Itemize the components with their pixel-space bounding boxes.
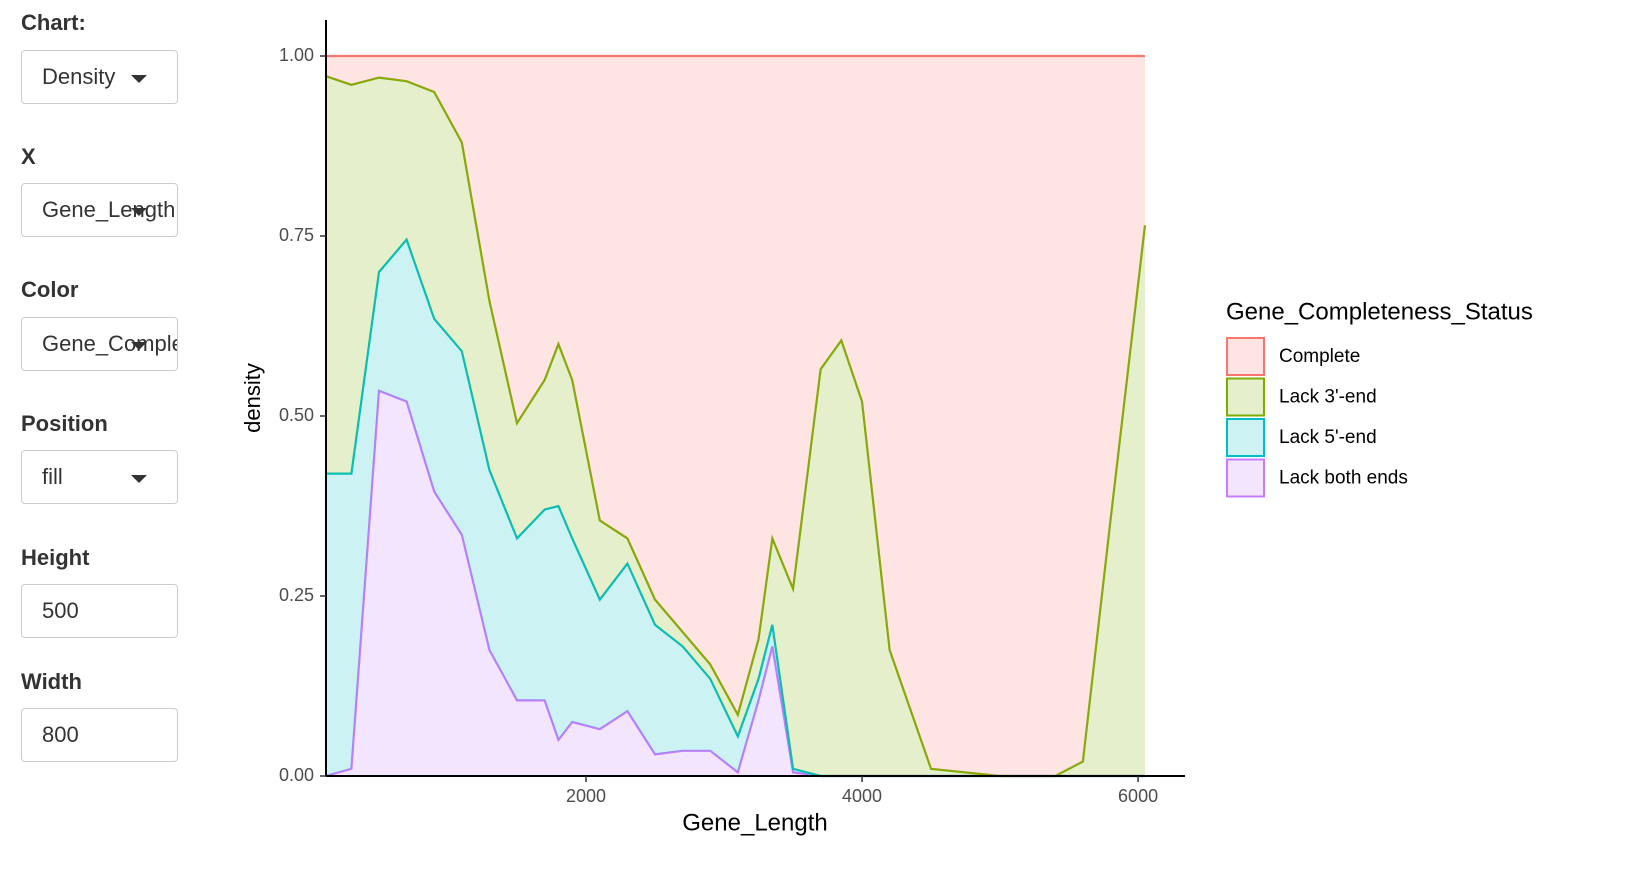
area-fill xyxy=(326,390,1145,776)
field-value: Gene_Length xyxy=(42,197,176,222)
select-box[interactable]: Density xyxy=(21,50,178,104)
legend-key xyxy=(1226,337,1265,376)
caret xyxy=(131,208,147,216)
legend-label: Lack 5'-end xyxy=(1279,427,1377,448)
y-tick-label: 0.50 xyxy=(279,405,314,425)
field-label: Chart: xyxy=(21,10,86,35)
select-box[interactable]: Gene_Completeness_Status xyxy=(21,317,178,371)
y-tick-label: 0.00 xyxy=(279,765,314,785)
field-label: Height xyxy=(21,545,90,570)
area-fill xyxy=(326,239,1145,777)
x-tick-label: 6000 xyxy=(1118,786,1158,806)
field-label: Width xyxy=(21,669,82,694)
field-label: Color xyxy=(21,277,79,302)
y-axis-title: density xyxy=(240,363,265,433)
caret xyxy=(131,475,147,483)
y-tick-label: 0.25 xyxy=(279,585,314,605)
caret xyxy=(131,75,147,83)
y-tick-label: 1.00 xyxy=(279,45,314,65)
field-value: 500 xyxy=(42,598,79,623)
field-value: Density xyxy=(42,64,116,89)
field-value: 800 xyxy=(42,722,79,747)
x-tick-label: 2000 xyxy=(566,786,606,806)
select-box[interactable]: fill xyxy=(21,450,178,504)
legend-title: Gene_Completeness_Status xyxy=(1226,298,1533,325)
legend-key xyxy=(1226,458,1265,498)
text-input[interactable]: 500 xyxy=(21,584,178,638)
select-box[interactable]: Gene_Length xyxy=(21,183,178,237)
area-fill xyxy=(326,76,1145,776)
legend-label: Lack both ends xyxy=(1279,468,1408,489)
area-line xyxy=(325,75,1147,778)
x-tick-label: 4000 xyxy=(842,786,882,806)
legend-key xyxy=(1226,377,1265,417)
field-label: X xyxy=(21,144,36,169)
area-fill xyxy=(326,56,1145,776)
text-input[interactable]: 800 xyxy=(21,708,178,762)
legend-label: Complete xyxy=(1279,346,1360,367)
y-tick-label: 0.75 xyxy=(279,225,314,245)
x-axis-title: Gene_Length xyxy=(682,809,827,836)
field-value: Gene_Completeness_Status xyxy=(42,331,178,356)
field-label: Position xyxy=(21,411,108,436)
legend-label: Lack 3'-end xyxy=(1279,387,1377,408)
caret xyxy=(131,342,147,350)
legend-key xyxy=(1226,418,1265,457)
field-value: fill xyxy=(42,464,63,489)
